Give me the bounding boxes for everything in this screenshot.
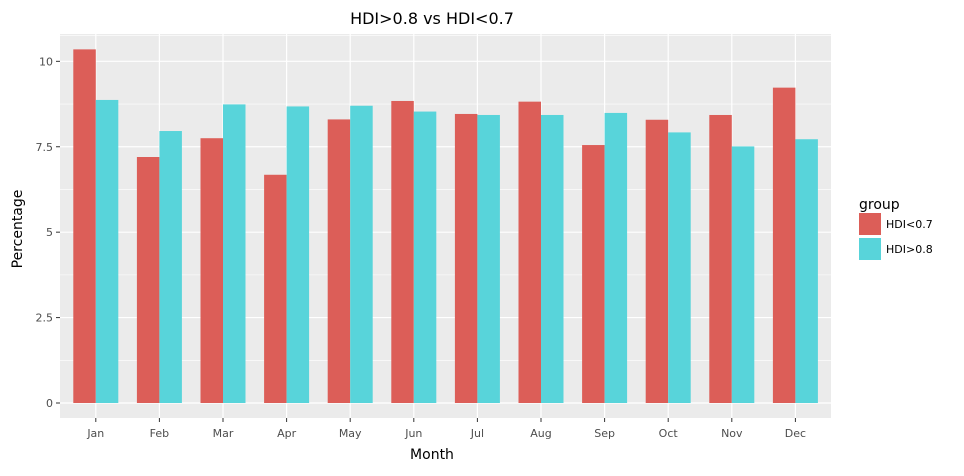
bar-hdi-lt-07-jul xyxy=(454,113,478,403)
bar-hdi-gt-08-jun xyxy=(413,111,437,403)
bar-hdi-lt-07-dec xyxy=(772,87,796,404)
x-tick-label: Apr xyxy=(277,427,297,440)
bar-hdi-gt-08-may xyxy=(350,105,373,403)
y-axis-title: Percentage xyxy=(10,190,26,269)
bar-hdi-gt-08-oct xyxy=(668,132,691,403)
x-axis: Jan Feb Mar Apr May Jun Jul Aug Sep Oct Nov Dec xyxy=(86,418,806,440)
bar-hdi-gt-08-aug xyxy=(541,114,564,403)
grid-minor xyxy=(60,35,831,361)
y-tick-label: 0 xyxy=(46,397,53,410)
bar-hdi-gt-08-mar xyxy=(223,104,246,403)
bar-hdi-lt-07-oct xyxy=(645,119,669,403)
bar-hdi-gt-08-apr xyxy=(286,106,310,403)
x-tick-label: Jun xyxy=(404,427,422,440)
y-tick-label: 7.5 xyxy=(36,141,54,154)
bar-hdi-gt-08-sep xyxy=(604,112,628,404)
bar-hdi-lt-07-mar xyxy=(200,138,223,404)
bars xyxy=(73,49,818,404)
x-tick-label: Feb xyxy=(150,427,169,440)
legend-label-hdi-gt-08: HDI>0.8 xyxy=(886,243,933,256)
bar-hdi-lt-07-may xyxy=(327,119,351,404)
x-tick-label: Sep xyxy=(594,427,615,440)
x-tick-label: Jul xyxy=(470,427,484,440)
bar-hdi-gt-08-jul xyxy=(477,114,500,403)
legend-key-hdi-gt-08 xyxy=(859,238,881,260)
x-tick-label: Nov xyxy=(721,427,743,440)
x-tick-label: May xyxy=(339,427,362,440)
x-tick-label: Oct xyxy=(659,427,679,440)
x-tick-label: Aug xyxy=(530,427,551,440)
bar-hdi-lt-07-jan xyxy=(73,49,96,403)
x-axis-title: Month xyxy=(410,447,454,463)
x-tick-label: Dec xyxy=(785,427,806,440)
y-tick-label: 10 xyxy=(39,55,53,68)
bar-hdi-gt-08-feb xyxy=(159,131,182,404)
legend-title: group xyxy=(859,197,900,213)
legend: group HDI<0.7 HDI>0.8 xyxy=(859,197,933,260)
plot-panel xyxy=(60,34,831,418)
y-tick-label: 2.5 xyxy=(36,312,54,325)
bar-hdi-lt-07-nov xyxy=(709,114,732,403)
bar-hdi-lt-07-apr xyxy=(264,174,287,403)
y-axis: 0 2.5 5 7.5 10 xyxy=(36,55,60,410)
legend-key-hdi-lt-07 xyxy=(859,213,881,235)
chart-title: HDI>0.8 vs HDI<0.7 xyxy=(350,9,514,28)
bar-hdi-lt-07-feb xyxy=(136,157,160,403)
bar-hdi-gt-08-jan xyxy=(95,99,119,404)
bar-hdi-gt-08-dec xyxy=(795,139,818,403)
bar-hdi-lt-07-sep xyxy=(582,145,605,403)
x-tick-label: Jan xyxy=(86,427,104,440)
bar-hdi-gt-08-nov xyxy=(731,146,755,404)
bar-hdi-lt-07-aug xyxy=(518,101,541,404)
x-tick-label: Mar xyxy=(213,427,234,440)
y-tick-label: 5 xyxy=(46,226,53,239)
legend-label-hdi-lt-07: HDI<0.7 xyxy=(886,218,933,231)
bar-hdi-lt-07-jun xyxy=(391,100,414,403)
